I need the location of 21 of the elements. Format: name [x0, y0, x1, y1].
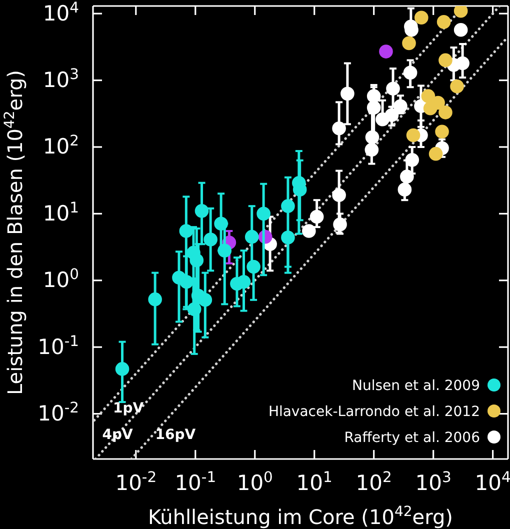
series-label: 4pV — [102, 427, 134, 443]
series-label: 16pV — [155, 427, 196, 443]
y-tick-label: 10$^{1}$ — [42, 198, 79, 226]
x-tick-label: 10$^{3}$ — [415, 468, 452, 495]
x-tick-label: 10$^{1}$ — [296, 468, 332, 495]
y-tick-label: 10$^{-1}$ — [38, 332, 79, 359]
y-tick-label: 10$^{3}$ — [42, 66, 79, 92]
legend-label: Hlavacek-Larrondo et al. 2012 — [268, 404, 480, 420]
x-axis-title: Kühlleistung im Core (10$^{42}$erg) — [148, 504, 453, 529]
y-tick-label: 10$^{2}$ — [42, 132, 79, 159]
x-tick-label: 10$^{-2}$ — [115, 468, 157, 495]
x-tick-label: 10$^{0}$ — [236, 468, 273, 495]
legend-label: Nulsen et al. 2009 — [352, 378, 480, 394]
x-tick-label: 10$^{2}$ — [356, 468, 392, 495]
y-tick-label: 10$^{0}$ — [42, 266, 79, 292]
legend-label: Rafferty et al. 2006 — [344, 430, 480, 446]
series-label: 1pV — [113, 400, 144, 416]
y-tick-label: 10$^{-2}$ — [38, 399, 79, 426]
x-tick-label: 10$^{-1}$ — [174, 468, 216, 495]
y-tick-label: 10$^{4}$ — [42, 0, 79, 26]
x-tick-label: 10$^{4}$ — [474, 468, 510, 495]
